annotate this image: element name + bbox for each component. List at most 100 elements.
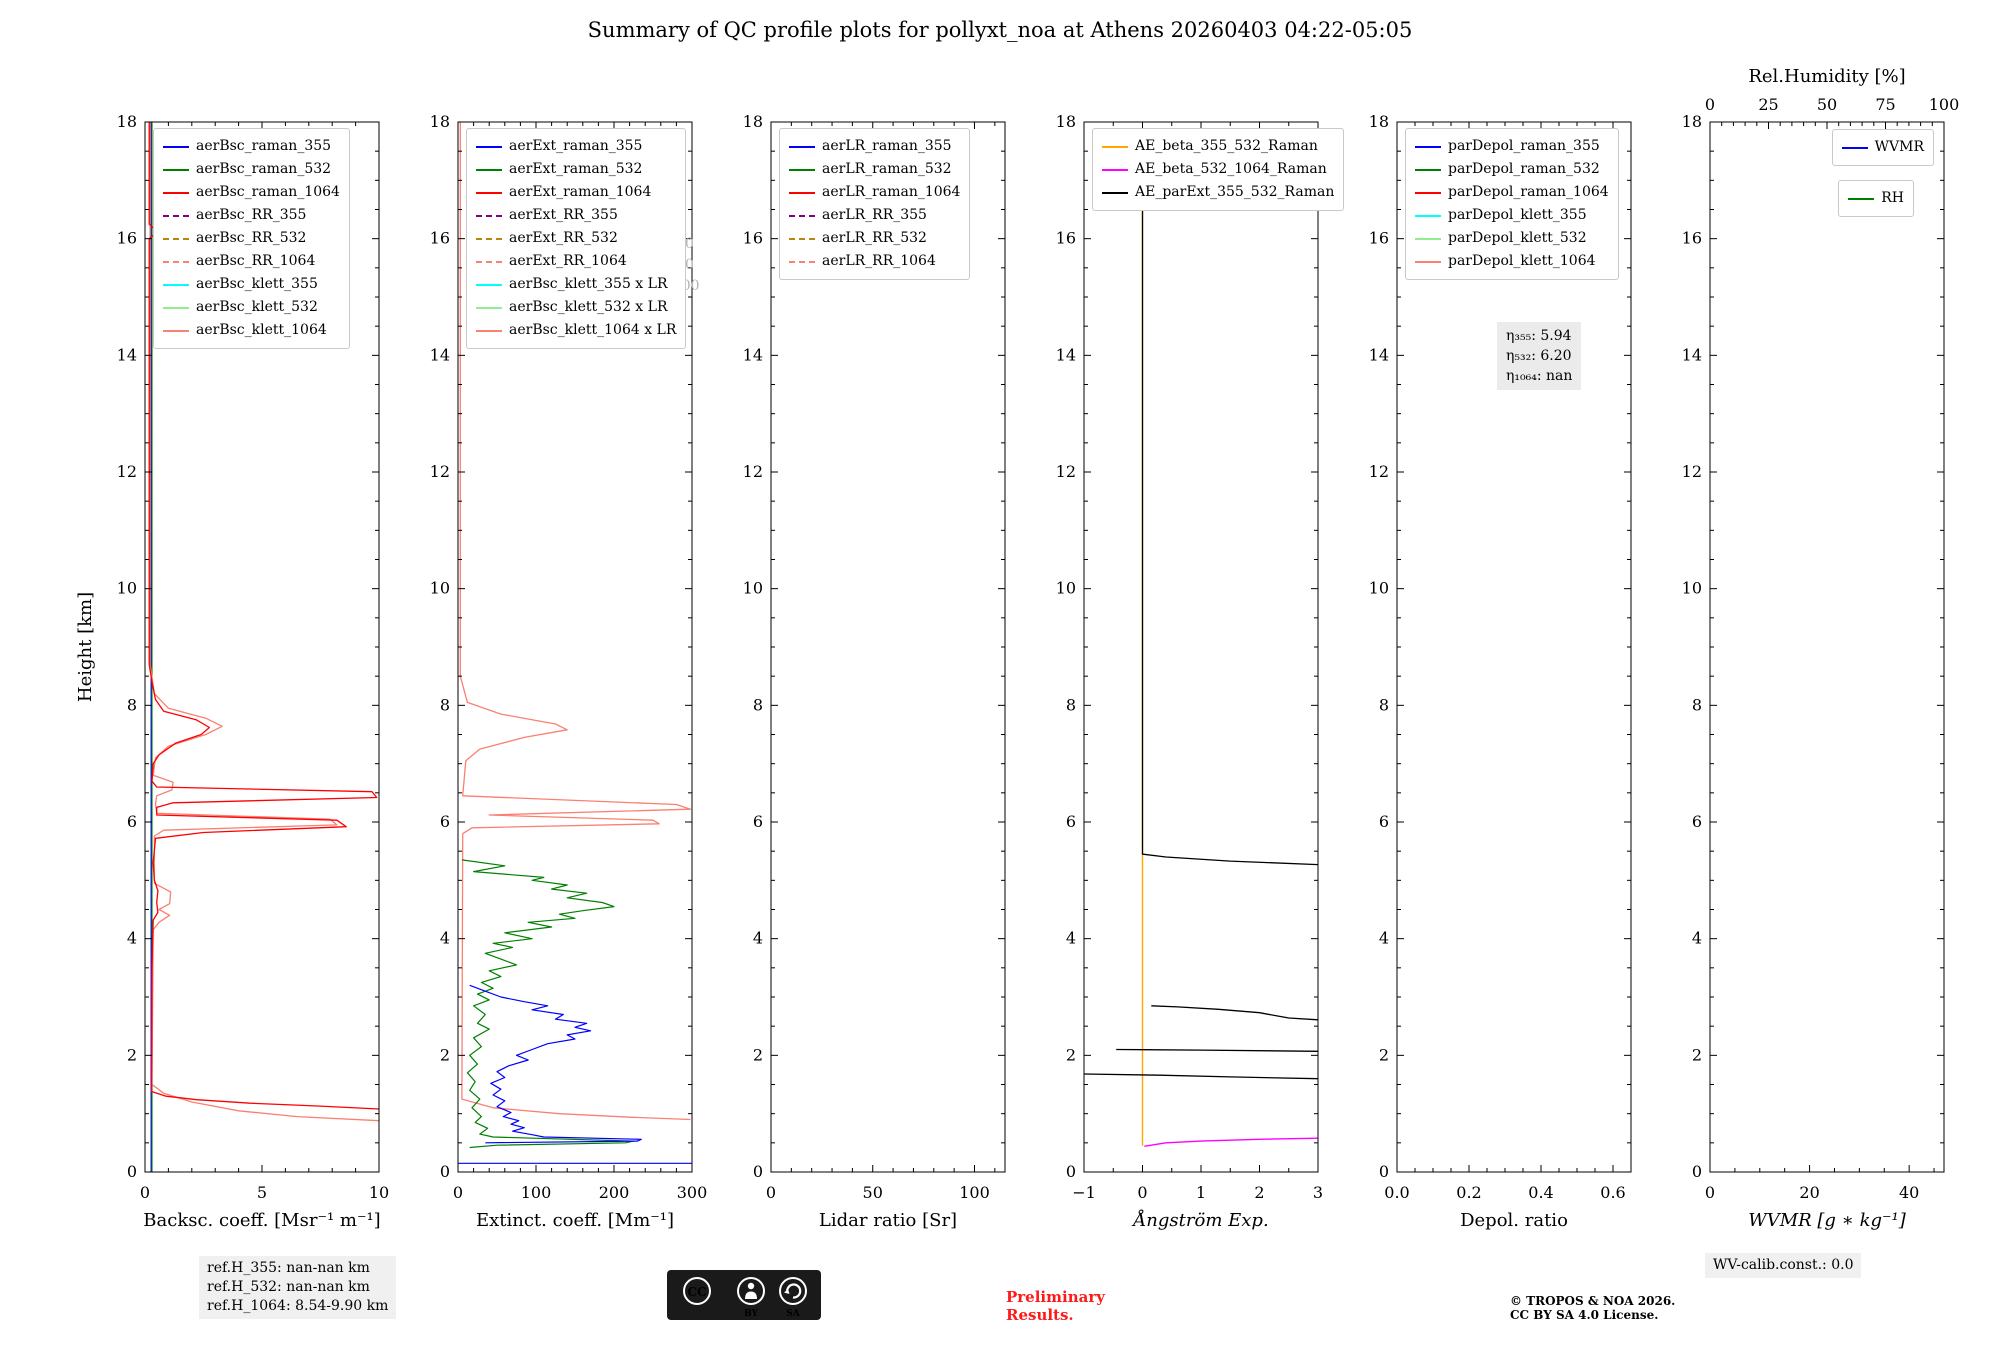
ref-height-1064: ref.H_1064: 8.54-9.90 km xyxy=(207,1298,389,1314)
y-tick-label: 14 xyxy=(117,345,137,364)
x-tick-label: 0 xyxy=(453,1183,463,1202)
x-tick-label: 10 xyxy=(369,1183,389,1202)
top-tick-label: 50 xyxy=(1817,95,1837,114)
copyright-line-2: CC BY SA 4.0 License. xyxy=(1510,1308,1659,1322)
copyright-note: © TROPOS & NOA 2026. CC BY SA 4.0 Licens… xyxy=(1510,1294,1675,1322)
y-tick-label: 0 xyxy=(1692,1162,1702,1181)
y-tick-label: 10 xyxy=(117,579,137,598)
y-tick-label: 2 xyxy=(127,1045,137,1064)
sa-label: SA xyxy=(786,1309,800,1319)
ref-height-355: ref.H_355: nan-nan km xyxy=(207,1260,370,1276)
cc-icon xyxy=(683,1277,711,1305)
x-tick-label: 0.0 xyxy=(1384,1183,1409,1202)
figure-title: Summary of QC profile plots for pollyxt_… xyxy=(587,18,1413,42)
y-tick-label: 12 xyxy=(1369,462,1389,481)
by-person-head xyxy=(747,1282,755,1290)
y-tick-label: 14 xyxy=(1369,345,1389,364)
y-tick-label: 12 xyxy=(1056,462,1076,481)
plot-depol: 0.0 0.2 0.4 0.6 0 2 4 6 8 10 12 14 16 18 Depol. ratio xyxy=(1369,112,1632,1231)
x-tick-label: 20 xyxy=(1799,1183,1819,1202)
y-tick-label: 6 xyxy=(127,812,137,831)
x-tick-label: 300 xyxy=(677,1183,708,1202)
y-tick-label: 6 xyxy=(1066,812,1076,831)
series-AE_parExt_355_532_Raman xyxy=(1084,1073,1318,1080)
y-tick-label: 14 xyxy=(743,345,763,364)
y-tick-label: 8 xyxy=(440,695,450,714)
y-tick-label: 4 xyxy=(1066,929,1076,948)
plot-wvmr: 0 20 40 0 2 4 6 8 10 12 14 16 18 WVMR [g ∗ kg⁻¹] 0 25 50… xyxy=(1682,66,1960,1231)
y-tick-label: 16 xyxy=(743,229,763,248)
y-tick-label: 2 xyxy=(753,1045,763,1064)
y-tick-label: 4 xyxy=(440,929,450,948)
y-tick-label: 6 xyxy=(440,812,450,831)
x-tick-label: 0.4 xyxy=(1528,1183,1553,1202)
x-tick-label: 1 xyxy=(1196,1183,1206,1202)
y-tick-label: 16 xyxy=(1369,229,1389,248)
series-aerExt_raman_355 xyxy=(469,984,642,1144)
x-axis-label: Ångström Exp. xyxy=(1131,1209,1268,1231)
sa-arrow xyxy=(786,1283,802,1299)
x-tick-label: 5 xyxy=(257,1183,267,1202)
y-tick-label: 0 xyxy=(1379,1162,1389,1181)
y-tick-label: 8 xyxy=(127,695,137,714)
y-tick-label: 4 xyxy=(1379,929,1389,948)
x-axis-label: Lidar ratio [Sr] xyxy=(819,1210,957,1231)
x-tick-label: 0 xyxy=(1705,1183,1715,1202)
x-axis-label: Depol. ratio xyxy=(1460,1210,1568,1231)
y-tick-label: 4 xyxy=(1692,929,1702,948)
y-tick-label: 8 xyxy=(1379,695,1389,714)
y-tick-label: 0 xyxy=(127,1162,137,1181)
x-tick-label: −1 xyxy=(1072,1183,1096,1202)
y-tick-label: 0 xyxy=(440,1162,450,1181)
top-tick-label: 75 xyxy=(1875,95,1895,114)
top-tick-label: 100 xyxy=(1929,95,1960,114)
y-tick-label: 16 xyxy=(117,229,137,248)
x-tick-label: 0 xyxy=(140,1183,150,1202)
wv-calib-box: WV-calib.const.: 0.0 xyxy=(1705,1253,1862,1278)
axes-frame xyxy=(144,121,380,1173)
sa-arrow-icon xyxy=(779,1277,807,1305)
x-tick-label: 2 xyxy=(1254,1183,1264,1202)
x-tick-label: 0.6 xyxy=(1600,1183,1625,1202)
y-tick-label: 14 xyxy=(1682,345,1702,364)
y-tick-label: 16 xyxy=(1682,229,1702,248)
series-AE_parExt_355_532_Raman xyxy=(1141,189,1318,866)
axes-frame xyxy=(457,121,693,1173)
preliminary-line-1: Preliminary xyxy=(1006,1288,1105,1306)
x-tick-label: 50 xyxy=(863,1183,883,1202)
plot-extinction: 0 100 200 300 0 2 4 6 8 10 12 14 16 18 Extinct. coeff.… xyxy=(430,112,708,1231)
y-tick-label: 8 xyxy=(1066,695,1076,714)
y-tick-label: 8 xyxy=(753,695,763,714)
series-AE_beta_532_1064_Raman xyxy=(1144,1137,1318,1147)
series-group-angstroem xyxy=(1084,189,1318,1147)
y-tick-label: 12 xyxy=(430,462,450,481)
y-tick-label: 2 xyxy=(1692,1045,1702,1064)
x-tick-label: 100 xyxy=(521,1183,552,1202)
series-aerBsc_klett_1064 xyxy=(149,122,379,1122)
x-tick-label: 0 xyxy=(766,1183,776,1202)
y-tick-label: 12 xyxy=(1682,462,1702,481)
y-tick-label: 16 xyxy=(430,229,450,248)
cc-icon-label: CC xyxy=(687,1285,706,1299)
y-tick-label: 14 xyxy=(1056,345,1076,364)
ref-height-532: ref.H_532: nan-nan km xyxy=(207,1279,370,1295)
reference-height-box: ref.H_355: nan-nan km ref.H_532: nan-nan… xyxy=(199,1256,397,1319)
sa-arrow-head xyxy=(784,1289,790,1294)
y-tick-label: 2 xyxy=(440,1045,450,1064)
by-label: BY xyxy=(744,1309,758,1319)
y-tick-label: 18 xyxy=(117,112,137,131)
series-group-backscatter xyxy=(148,122,379,1172)
y-tick-label: 18 xyxy=(1369,112,1389,131)
series-aerBsc_raman_1064 xyxy=(148,122,379,1110)
y-tick-label: 18 xyxy=(1682,112,1702,131)
series-AE_parExt_355_532_Raman xyxy=(1151,1005,1318,1021)
y-tick-label: 16 xyxy=(1056,229,1076,248)
y-tick-label: 2 xyxy=(1066,1045,1076,1064)
y-tick-label: 6 xyxy=(1692,812,1702,831)
axes-frame xyxy=(1396,121,1632,1173)
x-tick-label: 3 xyxy=(1313,1183,1323,1202)
y-tick-label: 10 xyxy=(743,579,763,598)
y-tick-label: 18 xyxy=(743,112,763,131)
